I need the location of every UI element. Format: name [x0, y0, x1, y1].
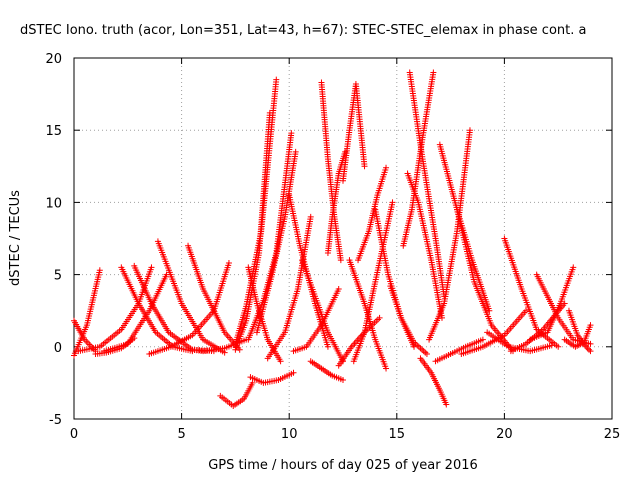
plus-marker [288, 130, 295, 137]
series-trace [387, 283, 430, 358]
series-trace [247, 369, 297, 386]
plus-marker [225, 260, 232, 267]
x-tick-labels: 0 5 10 15 20 25 [70, 427, 620, 442]
series-trace [189, 336, 250, 355]
axis-ticks [73, 57, 613, 420]
x-tick-label: 20 [496, 427, 513, 442]
plus-marker [587, 348, 594, 355]
series-trace [154, 238, 228, 356]
y-tick-label: 0 [54, 341, 62, 356]
series-trace [232, 109, 273, 353]
series-trace [146, 260, 232, 358]
plus-marker [486, 307, 493, 314]
chart-title: dSTEC Iono. truth (acor, Lon=351, Lat=43… [20, 23, 586, 38]
y-axis-label: dSTEC / TECUs [8, 190, 23, 286]
plus-marker [340, 377, 346, 384]
series-trace [432, 336, 486, 365]
data-series [71, 69, 594, 410]
plus-marker [307, 213, 314, 220]
plus-marker [479, 336, 486, 343]
plus-marker [383, 164, 390, 171]
plus-marker [324, 343, 331, 350]
series-trace [324, 148, 349, 256]
y-tick-label: 15 [45, 124, 62, 139]
x-tick-label: 10 [281, 427, 298, 442]
series-trace [131, 262, 217, 355]
series-trace [340, 80, 368, 184]
series-trace [404, 170, 445, 321]
series-trace [417, 355, 450, 408]
plus-marker [587, 340, 594, 347]
series-trace [426, 127, 473, 343]
series-trace [355, 164, 390, 264]
x-axis-label: GPS time / hours of day 025 of year 2016 [208, 458, 478, 473]
series-trace [245, 264, 284, 365]
series-trace [307, 358, 346, 384]
plus-marker [389, 199, 396, 206]
plus-marker [290, 369, 297, 376]
plus-marker [383, 365, 390, 372]
series-trace [406, 69, 448, 300]
x-tick-label: 15 [389, 427, 406, 442]
series-trace [245, 130, 295, 343]
series-trace [501, 235, 562, 350]
plus-marker [292, 148, 299, 155]
x-tick-label: 25 [604, 427, 621, 442]
series-trace [101, 271, 170, 355]
series-trace [217, 379, 256, 410]
y-tick-label: -5 [49, 413, 62, 428]
series-trace [565, 307, 594, 355]
y-tick-label: 5 [54, 269, 62, 284]
plus-marker [273, 76, 280, 83]
series-trace [458, 307, 529, 358]
plus-marker [335, 286, 342, 293]
plus-marker [361, 163, 368, 170]
plus-marker [584, 345, 591, 352]
plus-marker [337, 257, 344, 264]
x-tick-label: 0 [70, 427, 78, 442]
plus-marker [587, 322, 594, 329]
plus-marker [583, 343, 590, 350]
plus-marker [376, 314, 383, 321]
plus-marker [423, 351, 430, 358]
plus-marker [522, 307, 529, 314]
y-tick-label: 10 [45, 196, 62, 211]
x-tick-label: 5 [177, 427, 185, 442]
plus-marker [570, 264, 577, 271]
y-tick-label: 20 [45, 52, 62, 67]
plus-marker [148, 264, 155, 271]
series-trace [264, 213, 314, 362]
plus-marker [277, 358, 284, 365]
series-trace [290, 286, 342, 355]
plus-marker [466, 127, 473, 134]
plus-marker [586, 346, 593, 353]
y-tick-labels: -5 0 5 10 15 20 [45, 52, 62, 428]
grid-lines [74, 58, 612, 419]
plus-marker [430, 69, 437, 76]
plus-marker [96, 267, 103, 274]
plus-marker [555, 343, 562, 350]
plus-marker [443, 401, 450, 408]
plus-marker [266, 109, 273, 116]
plot-frame [73, 57, 613, 420]
